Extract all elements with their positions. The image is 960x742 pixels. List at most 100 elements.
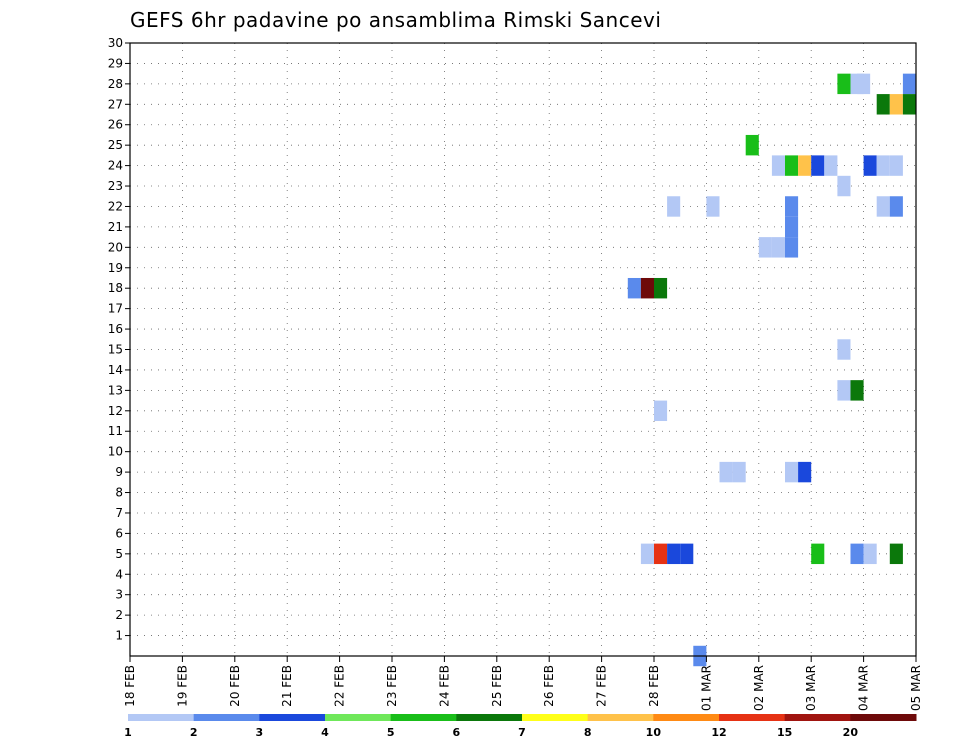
legend-swatch [522,714,589,721]
heat-cell [876,94,890,115]
heat-cell [667,543,681,565]
heat-cell [627,277,641,299]
heat-cell [785,216,799,238]
heat-cell [889,196,903,217]
heat-cell [889,543,903,565]
y-tick-label: 14 [108,363,123,377]
heat-cell [837,380,851,401]
y-tick-label: 1 [115,629,123,643]
heat-cell [771,237,785,258]
heat-cell [889,155,903,176]
x-tick-label: 18 FEB [123,665,137,707]
legend-label: 8 [584,726,592,739]
y-tick-label: 17 [108,302,123,316]
legend-label: 12 [711,726,726,739]
heat-cell [719,461,733,483]
heat-cell [654,543,668,565]
x-axis: 18 FEB 19 FEB 20 FEB 21 FEB 22 FEB 23 FEB 24 F… [123,656,923,711]
x-tick-label: 20 FEB [228,665,242,707]
x-tick-label: 23 FEB [385,665,399,707]
y-tick-label: 9 [115,465,123,479]
y-tick-label: 4 [115,567,123,581]
legend-swatch [719,714,786,721]
y-tick-label: 2 [115,608,123,622]
legend-swatch [325,714,392,721]
y-tick-label: 26 [108,118,123,132]
x-tick-label: 21 FEB [280,665,294,707]
heat-cell [745,134,759,156]
legend-label: 4 [321,726,329,739]
heat-cell [837,339,851,360]
heat-cell [824,155,838,176]
heat-cell [876,196,890,217]
x-tick-label: 26 FEB [542,665,556,707]
legend-swatch [193,714,260,721]
heat-cell [680,543,694,565]
heat-cell [785,237,799,258]
y-tick-label: 11 [108,424,123,438]
heat-cell [758,237,772,258]
heat-cell [811,155,825,176]
y-tick-label: 22 [108,199,123,213]
heat-cell [902,94,916,115]
y-tick-label: 27 [108,97,123,111]
legend-label: 5 [387,726,395,739]
heat-cell [667,196,681,217]
legend-label: 1 [124,726,132,739]
legend-label: 2 [190,726,198,739]
heat-cell [798,461,812,483]
y-tick-label: 18 [108,281,123,295]
y-tick-label: 7 [115,506,123,520]
x-tick-label: 22 FEB [333,665,347,707]
x-tick-label: 01 MAR [699,665,713,711]
heat-cell [732,461,746,483]
legend-label: 20 [843,726,859,739]
heat-cell [706,196,720,217]
legend-label: 15 [777,726,792,739]
y-tick-label: 16 [108,322,123,336]
legend-swatch [128,714,195,721]
legend-swatch [456,714,523,721]
heat-cell [785,155,799,176]
legend-label: 3 [256,726,264,739]
heat-cell [889,94,903,115]
x-tick-label: 28 FEB [647,665,661,707]
heat-cell [654,400,668,422]
heat-cell [785,461,799,483]
legend-swatch [653,714,720,721]
heat-cell [640,277,654,299]
legend-swatch [390,714,457,721]
legend-label: 10 [646,726,662,739]
grid-lines [130,42,916,656]
heat-cell [837,175,851,197]
heat-cell [654,277,668,299]
x-tick-label: 02 MAR [752,665,766,711]
y-tick-label: 28 [108,77,123,91]
y-tick-label: 8 [115,486,123,500]
color-legend: 1 2 3 4 5 6 7 8 10 12 15 20 [124,714,917,739]
heat-cell [850,543,864,565]
heat-cell [811,543,825,565]
heat-cell [863,155,877,176]
x-tick-label: 25 FEB [490,665,504,707]
chart-title: GEFS 6hr padavine po ansamblima Rimski S… [130,8,661,32]
legend-label: 6 [453,726,461,739]
x-tick-label: 05 MAR [909,665,923,711]
heat-cell [902,73,916,95]
y-axis: 1234567891011121314151617181920212223242… [108,36,130,643]
heat-cell [640,543,654,565]
heat-cell [857,73,871,95]
legend-swatch [784,714,851,721]
y-tick-label: 25 [108,138,123,152]
heat-cell [837,73,851,95]
legend-swatch [850,714,917,721]
legend-swatch [259,714,326,721]
y-tick-label: 12 [108,404,123,418]
heat-cell [850,380,864,401]
y-tick-label: 21 [108,220,123,234]
y-tick-label: 30 [108,36,123,50]
legend-label: 7 [518,726,526,739]
x-tick-label: 19 FEB [175,665,189,707]
y-tick-label: 23 [108,179,123,193]
